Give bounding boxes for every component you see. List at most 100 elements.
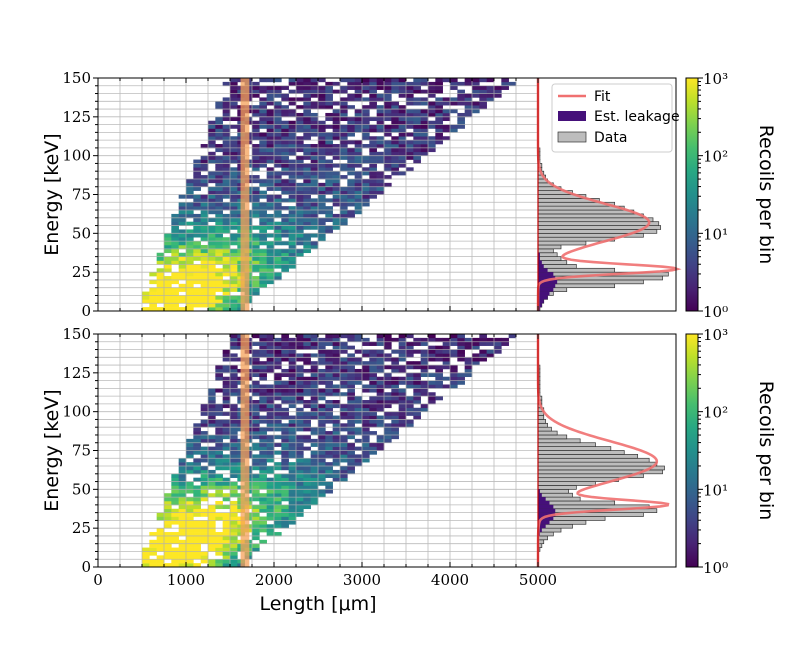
heatmap-cell xyxy=(318,376,326,381)
heatmap-cell xyxy=(332,124,341,129)
heatmap-cell xyxy=(420,132,429,137)
heatmap-cell xyxy=(376,384,385,389)
heatmap-cell xyxy=(164,237,172,242)
heatmap-cell xyxy=(281,109,289,114)
heatmap-cell xyxy=(340,423,348,428)
heatmap-cell xyxy=(413,159,421,164)
heatmap-cell xyxy=(281,206,289,211)
heatmap-cell xyxy=(413,140,421,145)
heatmap-cell xyxy=(222,396,231,401)
heatmap-cell xyxy=(222,178,231,184)
heatmap-cell xyxy=(332,175,341,180)
heatmap-cell xyxy=(413,147,421,153)
heatmap-cell xyxy=(340,380,348,385)
heatmap-cell xyxy=(274,147,282,153)
heatmap-cell xyxy=(457,334,465,339)
heatmap-cell xyxy=(164,524,172,529)
heatmap-cell xyxy=(318,105,326,110)
heatmap-cell xyxy=(171,563,179,568)
heatmap-cell xyxy=(464,109,473,114)
heatmap-cell xyxy=(215,458,223,463)
heatmap-cell xyxy=(428,105,436,110)
heatmap-cell xyxy=(420,349,429,354)
heatmap-cell xyxy=(259,112,267,118)
heatmap-cell xyxy=(472,345,480,350)
heatmap-cell xyxy=(391,411,399,416)
heatmap-cell xyxy=(230,97,238,102)
heatmap-cell xyxy=(222,462,231,467)
heatmap-cell xyxy=(391,400,399,405)
heatmap-cell xyxy=(494,93,502,98)
heatmap-cell xyxy=(178,233,187,238)
heatmap-cell xyxy=(230,252,238,257)
heatmap-cell xyxy=(252,504,260,510)
heatmap-cell xyxy=(259,407,267,412)
heatmap-cell xyxy=(186,512,194,517)
heatmap-cell xyxy=(354,419,363,424)
data-bar xyxy=(537,221,660,226)
heatmap-cell xyxy=(303,233,311,238)
heatmap-cell xyxy=(156,260,165,265)
heatmap-cell xyxy=(230,279,238,285)
heatmap-cell xyxy=(398,155,407,160)
heatmap-cell xyxy=(340,438,348,444)
heatmap-cell xyxy=(354,186,363,191)
heatmap-cell xyxy=(288,489,297,494)
heatmap-cell xyxy=(413,97,421,102)
heatmap-cell xyxy=(281,454,289,459)
heatmap-cell xyxy=(215,419,223,424)
heatmap-cell xyxy=(296,341,304,346)
heatmap-cell xyxy=(259,155,267,160)
heatmap-cell xyxy=(318,210,326,215)
heatmap-cell xyxy=(281,442,289,447)
heatmap-cell xyxy=(171,256,179,261)
heatmap-cell xyxy=(318,349,326,354)
heatmap-cell xyxy=(406,97,414,102)
heatmap-cell xyxy=(171,217,179,222)
heatmap-cell xyxy=(340,349,348,354)
heatmap-cell xyxy=(376,124,385,129)
heatmap-cell xyxy=(222,454,231,459)
heatmap-cell xyxy=(391,140,399,145)
heatmap-cell xyxy=(406,120,414,125)
heatmap-cell xyxy=(398,159,407,164)
heatmap-cell xyxy=(222,159,231,164)
heatmap-cell xyxy=(362,132,370,137)
heatmap-cell xyxy=(259,400,267,405)
heatmap-cell xyxy=(332,144,341,149)
heatmap-cell xyxy=(222,353,231,358)
heatmap-cell xyxy=(208,268,216,273)
heatmap-cell xyxy=(156,272,165,277)
heatmap-cell xyxy=(178,295,187,300)
heatmap-cell xyxy=(266,411,275,416)
heatmap-cell xyxy=(208,450,216,455)
heatmap-cell xyxy=(406,81,414,87)
heatmap-cell xyxy=(376,365,385,370)
heatmap-cell xyxy=(362,454,370,459)
heatmap-cell xyxy=(296,217,304,222)
heatmap-cell xyxy=(340,97,348,102)
heatmap-cell xyxy=(252,489,260,494)
heatmap-cell xyxy=(310,159,319,164)
heatmap-cell xyxy=(310,78,319,83)
heatmap-cell xyxy=(259,334,267,339)
heatmap-cell xyxy=(208,198,216,203)
heatmap-cell xyxy=(171,508,179,513)
heatmap-cell xyxy=(369,349,377,354)
heatmap-cell xyxy=(222,512,231,517)
heatmap-cell xyxy=(259,466,267,471)
heatmap-cell xyxy=(193,303,201,308)
heatmap-cell xyxy=(391,384,399,389)
leakage-bar xyxy=(538,504,554,509)
heatmap-cell xyxy=(230,307,238,312)
heatmap-cell xyxy=(310,163,319,168)
heatmap-cell xyxy=(442,341,451,346)
heatmap-cell xyxy=(259,500,267,506)
heatmap-cell xyxy=(200,532,209,537)
heatmap-cell xyxy=(252,120,260,125)
heatmap-cell xyxy=(164,233,172,238)
heatmap-cell xyxy=(200,244,209,250)
heatmap-cell xyxy=(318,198,326,203)
heatmap-cell xyxy=(200,485,209,490)
